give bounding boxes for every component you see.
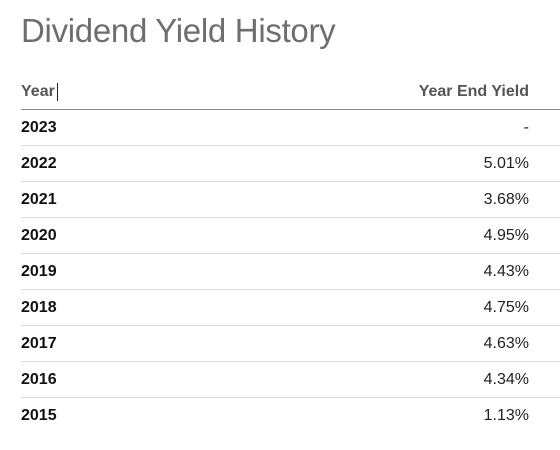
table-row: 2017 4.63% (21, 326, 560, 362)
year-cell: 2023 (21, 118, 57, 136)
column-header-year[interactable]: Year (21, 82, 58, 101)
yield-cell: 3.68% (483, 190, 529, 208)
yield-cell: 4.63% (483, 334, 529, 352)
table-row: 2022 5.01% (21, 146, 560, 182)
table-row: 2018 4.75% (21, 290, 560, 326)
column-header-year-end-yield[interactable]: Year End Yield (418, 82, 529, 100)
dividend-yield-table: Year Year End Yield 2023 - 2022 5.01% 20… (21, 74, 560, 433)
year-cell: 2021 (21, 190, 57, 208)
table-row: 2015 1.13% (21, 398, 560, 433)
year-cell: 2018 (21, 298, 57, 316)
table-row: 2020 4.95% (21, 218, 560, 254)
year-cell: 2020 (21, 226, 57, 244)
yield-cell: 4.95% (483, 226, 529, 244)
yield-cell: 4.43% (483, 262, 529, 280)
table-row: 2021 3.68% (21, 182, 560, 218)
yield-cell: 5.01% (483, 154, 529, 172)
table-row: 2016 4.34% (21, 362, 560, 398)
table-header-row: Year Year End Yield (21, 74, 560, 110)
yield-cell: 4.34% (483, 370, 529, 388)
page-title: Dividend Yield History (21, 12, 336, 49)
yield-cell: 4.75% (483, 298, 529, 316)
year-cell: 2017 (21, 334, 57, 352)
table-row: 2023 - (21, 110, 560, 146)
table-row: 2019 4.43% (21, 254, 560, 290)
year-cell: 2016 (21, 370, 57, 388)
year-cell: 2019 (21, 262, 57, 280)
yield-cell: 1.13% (483, 406, 529, 424)
yield-cell: - (523, 118, 529, 136)
year-cell: 2022 (21, 154, 57, 172)
year-cell: 2015 (21, 406, 57, 424)
